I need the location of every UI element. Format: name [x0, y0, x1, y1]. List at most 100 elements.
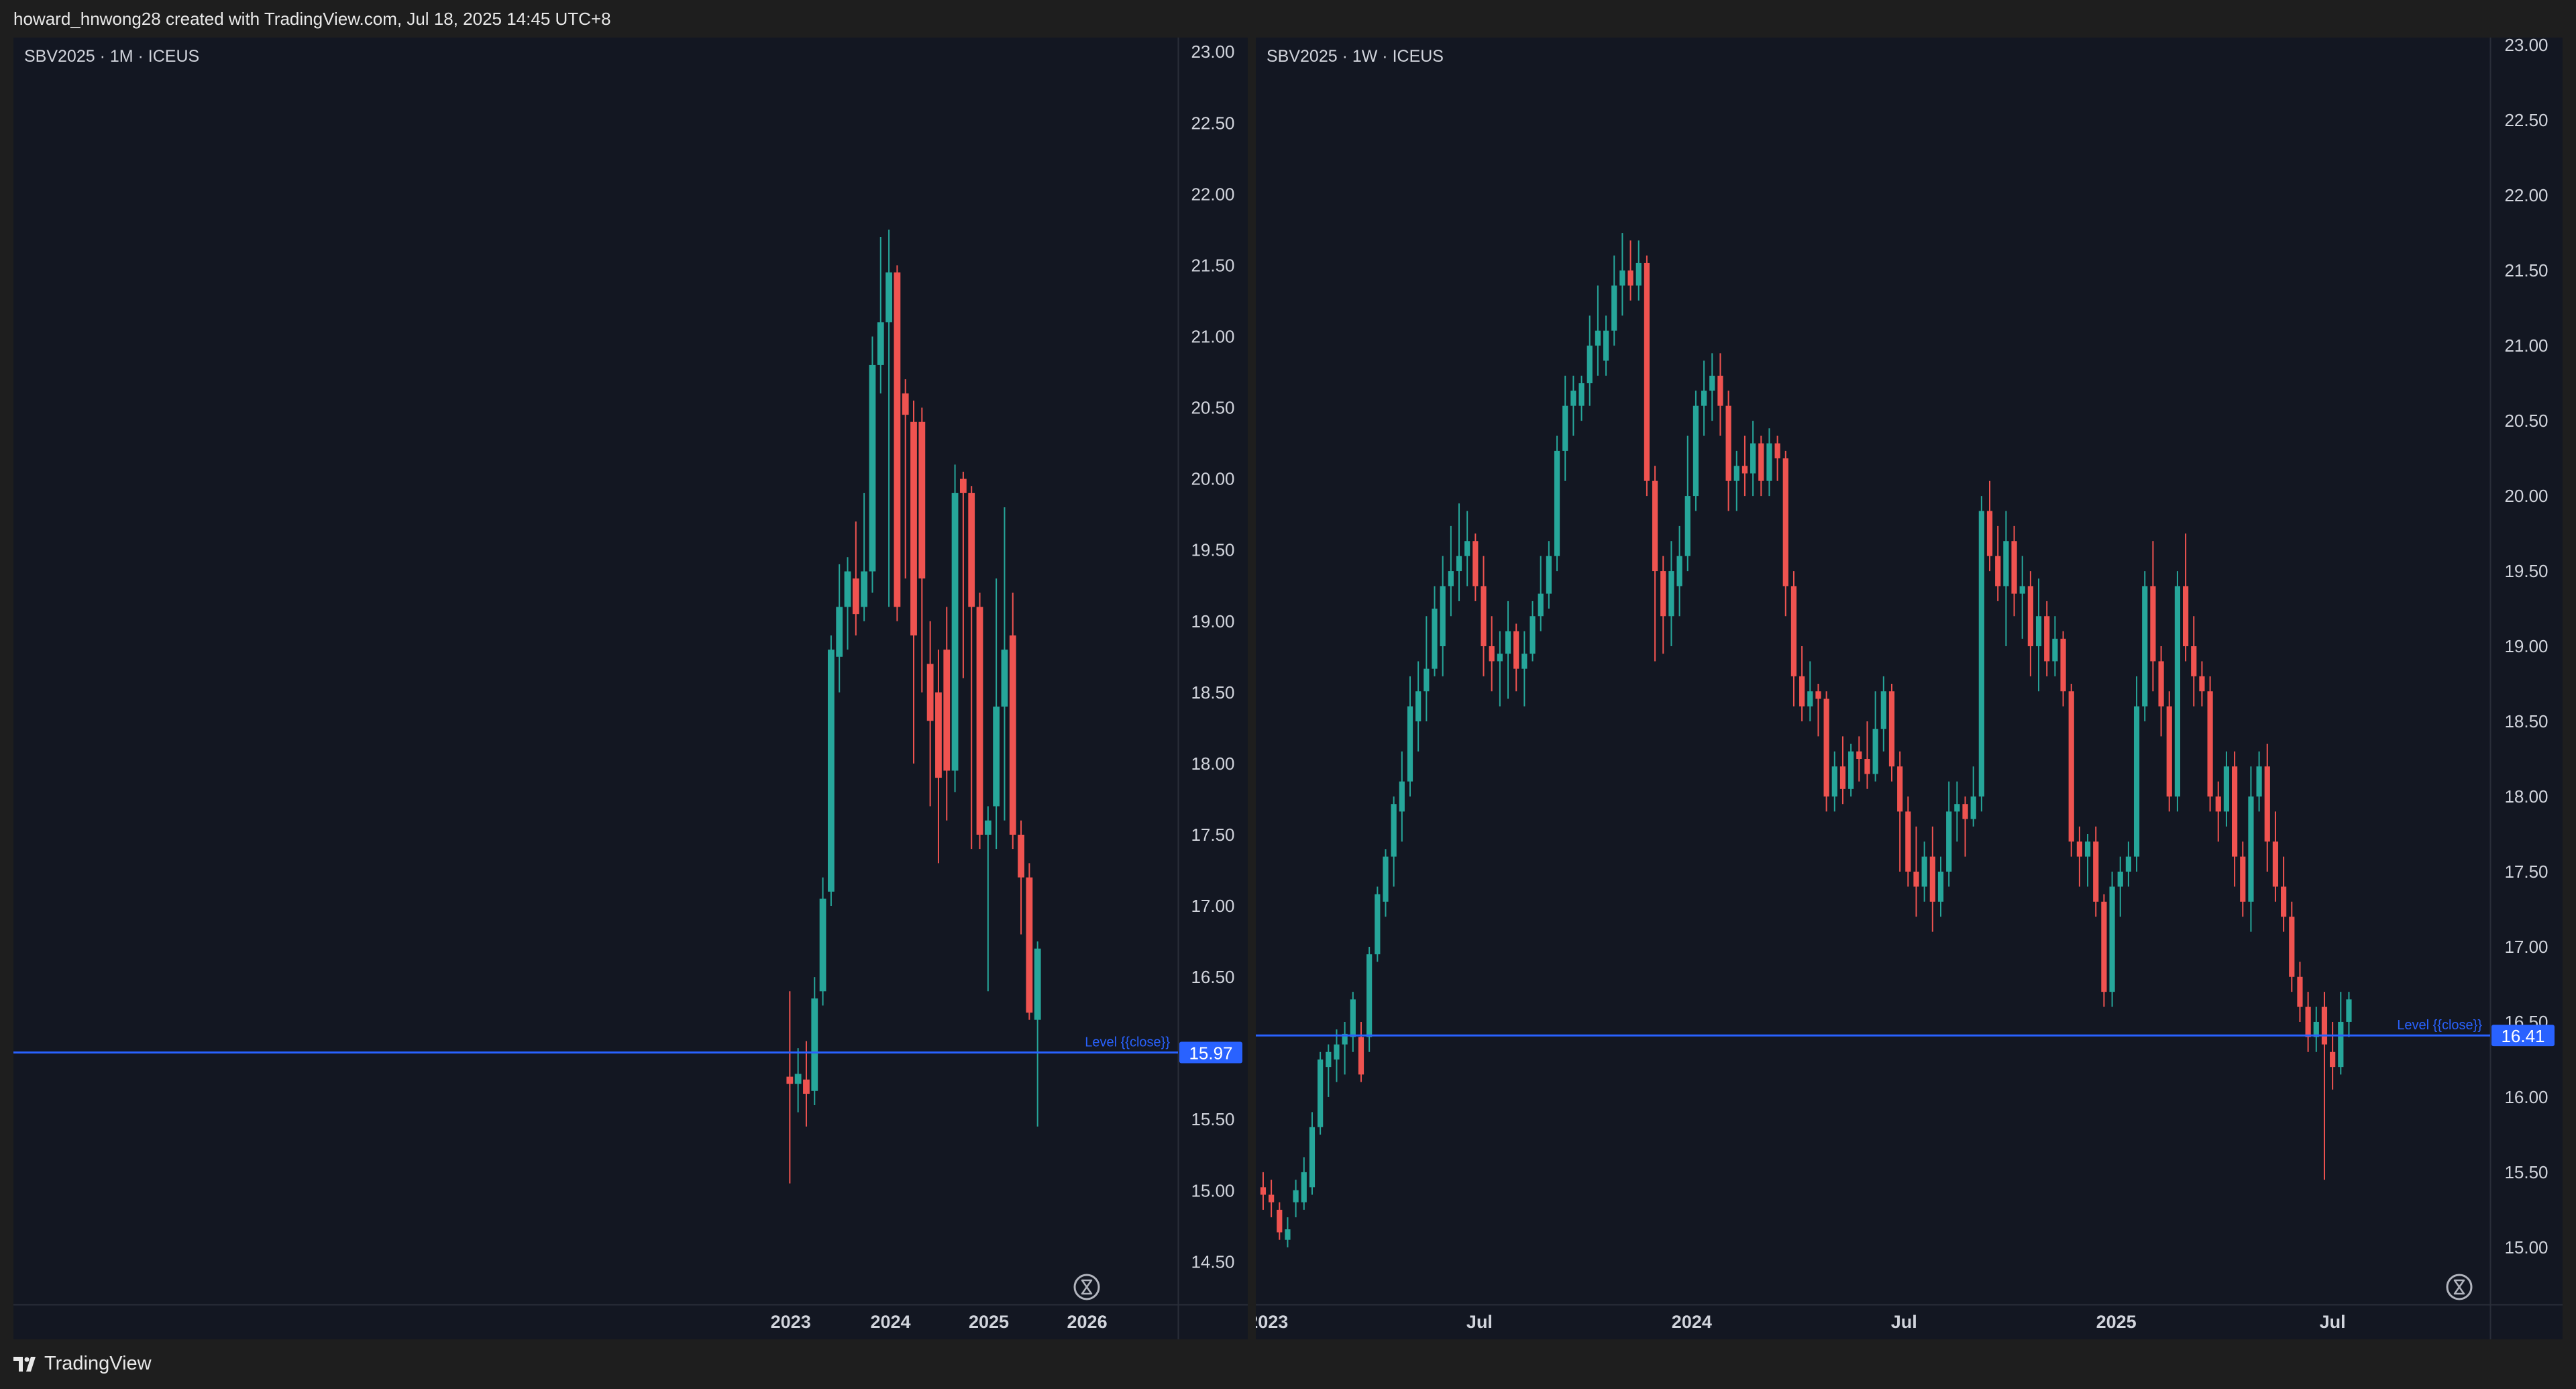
candle: [984, 806, 991, 992]
price-axis-label: 23.00: [1191, 42, 1234, 62]
candle: [1831, 751, 1837, 812]
candle-body: [2346, 999, 2352, 1022]
candle-body: [1954, 804, 1960, 812]
candle: [2207, 676, 2213, 812]
candle-body: [2264, 766, 2270, 842]
candle-body: [1603, 330, 1609, 361]
candle-body: [993, 707, 1000, 807]
chart-pane-monthly[interactable]: 23.00 22.50 22.00 21.50 21.00 20.50 20.00 19.50…: [13, 38, 1248, 1339]
candle-body: [877, 322, 884, 365]
candle-body: [1293, 1190, 1299, 1202]
candle: [1880, 676, 1886, 752]
replay-hourglass-icon[interactable]: [1073, 1274, 1100, 1300]
candle-body: [1774, 443, 1780, 459]
price-axis-label: 18.00: [1191, 754, 1234, 774]
time-axis-label: 2025: [969, 1312, 1009, 1332]
candle-body: [951, 493, 959, 771]
snapshot-caption: howard_hnwong28 created with TradingView…: [13, 9, 611, 29]
monthly-candlestick-chart[interactable]: 23.00 22.50 22.00 21.50 21.00 20.50 20.00 19.50…: [13, 38, 1248, 1339]
candle: [2256, 751, 2262, 812]
level-line-label: Level {{close}}: [1085, 1035, 1170, 1050]
candle: [2338, 992, 2344, 1075]
candle: [2248, 766, 2254, 932]
candle: [1888, 684, 1895, 782]
price-axis-label: 18.50: [2504, 711, 2548, 731]
candle-body: [819, 898, 826, 992]
replay-hourglass-icon[interactable]: [2446, 1274, 2473, 1300]
candle-body: [1929, 856, 1935, 902]
candle-body: [1660, 571, 1666, 617]
candle-body: [1668, 571, 1674, 617]
candle: [1774, 435, 1780, 481]
candle: [1627, 240, 1633, 301]
price-axis-label: 17.00: [1191, 896, 1234, 916]
candle: [910, 400, 917, 764]
candle: [1970, 766, 1976, 827]
price-axis-label: 20.00: [1191, 469, 1234, 489]
candle-body: [2093, 841, 2099, 902]
candle: [1807, 661, 1813, 722]
candle: [2125, 841, 2131, 887]
candle-body: [1342, 1033, 1348, 1045]
candle-body: [2313, 1021, 2319, 1037]
candle-body: [1741, 466, 1748, 474]
candle: [1505, 601, 1511, 699]
time-axis-label: Jul: [2320, 1312, 2346, 1332]
candle-body: [869, 364, 876, 572]
brand-name[interactable]: TradingView: [44, 1353, 152, 1374]
candle: [902, 379, 909, 579]
candle: [2003, 511, 2009, 647]
candle-body: [1538, 593, 1544, 617]
candle: [1578, 375, 1585, 421]
candle-body: [2281, 886, 2287, 917]
candle-body: [1880, 691, 1886, 729]
candle-body: [1415, 691, 1421, 722]
candle-body: [2060, 638, 2066, 692]
candle: [844, 557, 851, 650]
chart-pane-weekly[interactable]: 23.00 22.50 22.00 21.50 21.00 20.50 20.00 19.50…: [1256, 38, 2563, 1339]
candle: [2052, 616, 2058, 676]
candle: [1570, 375, 1576, 436]
candle-body: [1009, 635, 1016, 835]
candle-body: [2174, 586, 2181, 797]
candle-body: [1269, 1194, 1275, 1202]
candle-body: [2272, 841, 2279, 887]
tradingview-logo-icon[interactable]: [13, 1354, 40, 1374]
candle-body: [1472, 541, 1479, 586]
candle: [1481, 556, 1487, 676]
candle-body: [1521, 654, 1527, 669]
price-axis-label: 21.00: [1191, 326, 1234, 346]
candle-body: [1587, 346, 1593, 384]
candle: [1946, 781, 1952, 887]
candle-body: [1562, 405, 1568, 451]
candle-body: [1864, 759, 1870, 774]
price-tag: [2491, 1025, 2555, 1047]
candle: [1848, 743, 1854, 797]
replay-icon-glass: [2453, 1279, 2465, 1295]
candle: [2281, 856, 2287, 932]
candle-body: [1709, 375, 1715, 391]
candle-body: [2223, 766, 2230, 812]
candle: [1415, 661, 1421, 752]
candle-body: [1978, 511, 1984, 797]
candle: [976, 593, 983, 850]
price-axis-label: 22.00: [1191, 184, 1234, 204]
candle: [1529, 601, 1536, 662]
weekly-candlestick-chart[interactable]: 23.00 22.50 22.00 21.50 21.00 20.50 20.00 19.50…: [1256, 38, 2563, 1339]
symbol-title[interactable]: SBV2025 · 1M · ICEUS: [24, 47, 200, 66]
candle-body: [852, 578, 859, 615]
candle: [2076, 826, 2082, 887]
candle: [1277, 1202, 1283, 1240]
candle-body: [959, 478, 967, 493]
candle: [819, 877, 826, 1006]
candle-body: [2297, 976, 2303, 1007]
candle: [1301, 1157, 1307, 1210]
price-axis-label: 18.00: [2504, 786, 2548, 807]
candle-body: [1375, 894, 1381, 955]
price-axis-label: 15.00: [2504, 1237, 2548, 1257]
symbol-title[interactable]: SBV2025 · 1W · ICEUS: [1267, 47, 1444, 66]
candle-body: [1986, 511, 1993, 556]
price-axis-label: 15.00: [1191, 1180, 1234, 1200]
candle-body: [968, 493, 975, 607]
candle: [827, 635, 835, 907]
